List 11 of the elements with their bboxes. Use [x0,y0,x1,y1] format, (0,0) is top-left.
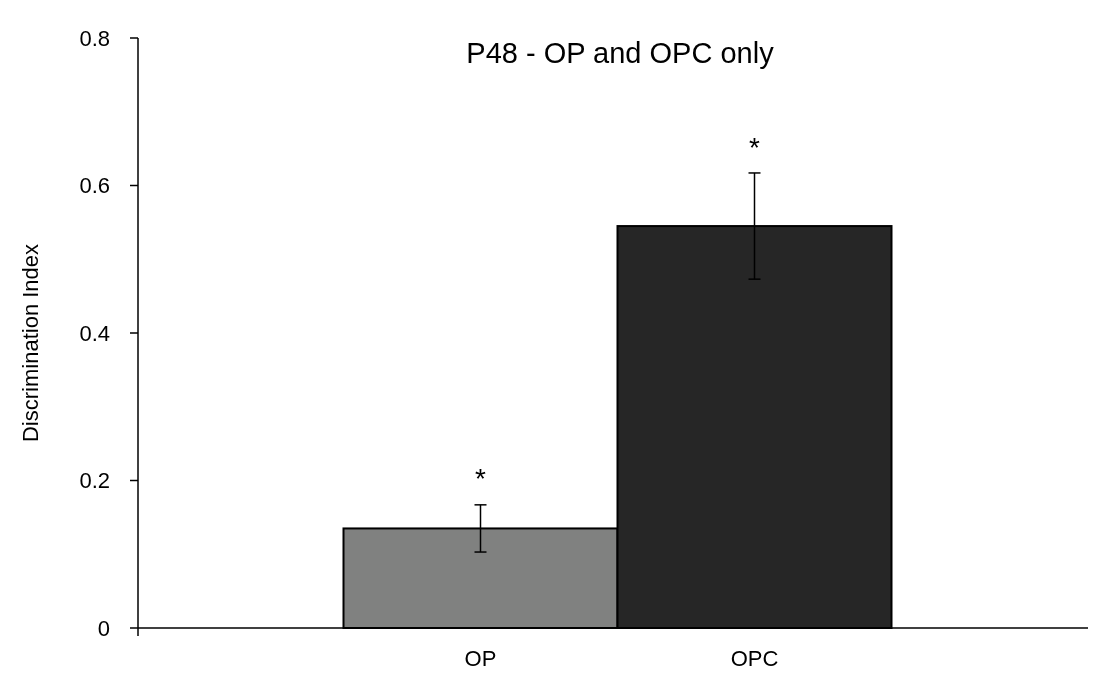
y-axis-title: Discrimination Index [18,243,43,443]
annotation: * [475,463,487,495]
y-tick-label: 0 [97,615,110,641]
x-tick-label: OPC [730,646,779,671]
chart-title: P48 - OP and OPC only [466,37,775,69]
y-tick-label: 0.4 [79,320,110,346]
annotation: * [749,131,761,163]
y-tick-label: 0.2 [79,468,110,494]
x-tick-label: OP [464,646,497,671]
y-tick-label: 0.6 [79,173,110,199]
y-tick-label: 0.8 [79,25,110,51]
